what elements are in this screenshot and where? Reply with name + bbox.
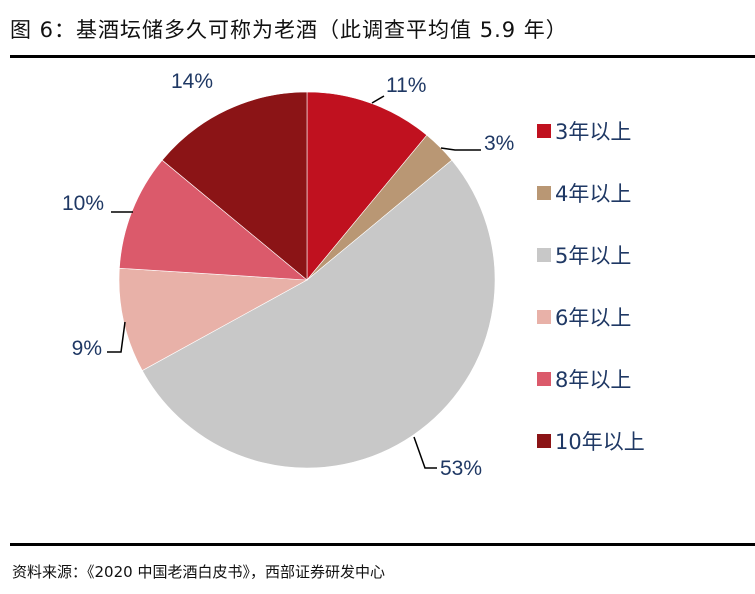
data-labels: 11% 3% 53% 9% 10% 14% <box>62 70 514 480</box>
source-note: 资料来源：《2020 中国老酒白皮书》，西部证券研发中心 <box>12 563 385 581</box>
bottom-divider <box>10 543 755 546</box>
legend-swatch <box>537 434 551 448</box>
pie-slice-5 <box>161 91 308 281</box>
pie-slice-3 <box>118 267 309 371</box>
data-label: 9% <box>72 337 102 360</box>
legend-item-6yr: 6年以上 <box>537 286 645 348</box>
legend-label: 3年以上 <box>555 120 632 144</box>
legend-label: 5年以上 <box>555 244 632 268</box>
legend-swatch <box>537 186 551 200</box>
legend-item-8yr: 8年以上 <box>537 348 645 410</box>
legend-swatch <box>537 310 551 324</box>
data-label: 10% <box>62 192 104 215</box>
legend-label: 8年以上 <box>555 368 632 392</box>
leader-line <box>371 95 385 104</box>
legend-item-3yr: 3年以上 <box>537 100 645 162</box>
leader-line <box>107 321 126 353</box>
data-label: 14% <box>171 70 213 93</box>
data-label: 11% <box>386 74 426 97</box>
legend-label: 10年以上 <box>555 430 645 454</box>
data-label: 53% <box>440 457 482 480</box>
leader-lines <box>107 95 481 469</box>
pie-slices <box>118 91 496 469</box>
pie-slice-0 <box>306 91 428 281</box>
legend: 3年以上 4年以上 5年以上 6年以上 8年以上 10年以上 <box>537 100 645 472</box>
legend-item-4yr: 4年以上 <box>537 162 645 224</box>
data-label: 3% <box>484 132 514 155</box>
legend-label: 4年以上 <box>555 182 632 206</box>
chart-title: 图 6：基酒坛储多久可称为老酒（此调查平均值 5.9 年） <box>10 18 568 42</box>
top-divider <box>10 55 755 58</box>
legend-swatch <box>537 372 551 386</box>
legend-swatch <box>537 124 551 138</box>
legend-swatch <box>537 248 551 262</box>
legend-label: 6年以上 <box>555 306 632 330</box>
leader-line <box>440 147 481 151</box>
pie-slice-4 <box>119 159 308 281</box>
legend-item-10yr: 10年以上 <box>537 410 645 472</box>
leader-line <box>413 436 437 469</box>
legend-item-5yr: 5年以上 <box>537 224 645 286</box>
pie-slice-2 <box>141 159 496 469</box>
